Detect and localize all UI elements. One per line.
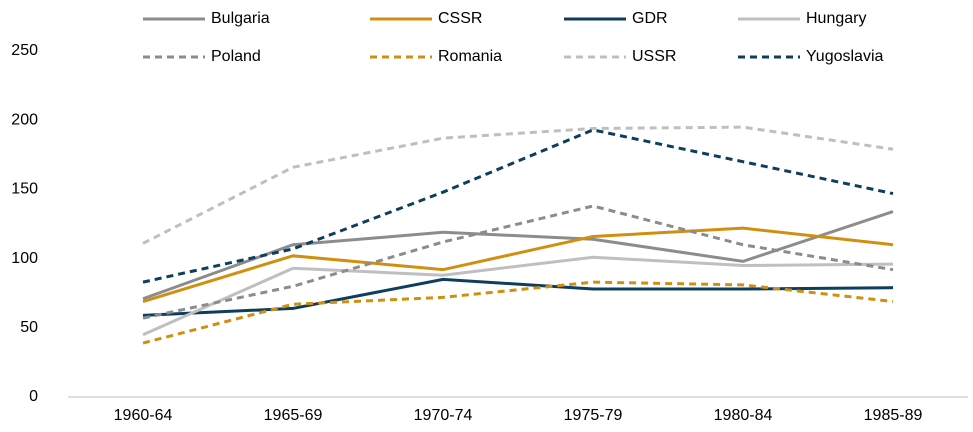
series-line xyxy=(142,277,894,317)
legend-label: Romania xyxy=(438,48,502,65)
series-line xyxy=(142,125,894,245)
legend-label: Bulgaria xyxy=(211,10,270,27)
y-tick-label: 50 xyxy=(20,319,38,336)
series-line xyxy=(142,204,894,320)
series-line xyxy=(142,226,894,303)
x-tick-label: 1970-74 xyxy=(414,407,473,424)
legend-label: CSSR xyxy=(438,10,482,27)
x-tick-label: 1980-84 xyxy=(714,407,773,424)
x-tick-label: 1960-64 xyxy=(114,407,173,424)
legend-label: USSR xyxy=(632,48,676,65)
legend-label: Poland xyxy=(211,48,261,65)
series-line xyxy=(142,280,894,345)
legend-label: GDR xyxy=(632,10,668,27)
y-tick-label: 150 xyxy=(11,181,38,198)
legend-label: Hungary xyxy=(806,10,866,27)
x-tick-label: 1985-89 xyxy=(864,407,923,424)
legend-label: Yugoslavia xyxy=(806,48,883,65)
y-tick-label: 100 xyxy=(11,250,38,267)
series-line xyxy=(142,255,894,337)
x-tick-label: 1975-79 xyxy=(564,407,623,424)
x-tick-label: 1965-69 xyxy=(264,407,323,424)
y-tick-label: 250 xyxy=(11,42,38,59)
series-line xyxy=(142,210,894,301)
y-tick-label: 200 xyxy=(11,111,38,128)
y-tick-label: 0 xyxy=(29,388,38,405)
